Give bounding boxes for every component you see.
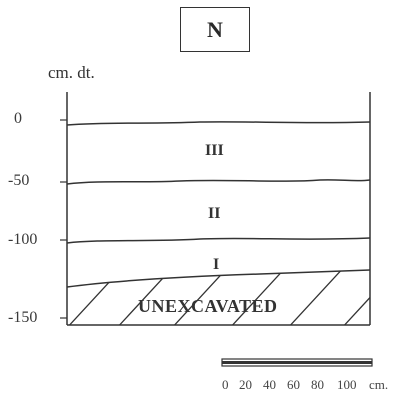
scale-label-100: 100 bbox=[337, 377, 357, 392]
unexcavated-label: UNEXCAVATED bbox=[138, 296, 278, 316]
boundary-ii-i bbox=[66, 237, 371, 244]
depth-label-100: -100 bbox=[8, 231, 38, 248]
scale-label-20: 20 bbox=[239, 377, 252, 392]
scale-label-0: 0 bbox=[222, 377, 229, 392]
depth-unit-label: cm. dt. bbox=[48, 63, 95, 82]
boundary-iii-ii bbox=[66, 179, 371, 185]
boundary-surface bbox=[66, 121, 371, 126]
layer-label-ii: II bbox=[208, 205, 221, 222]
boundary-i-unexcavated bbox=[66, 269, 371, 288]
depth-label-150: -150 bbox=[8, 309, 38, 326]
depth-label-50: -50 bbox=[8, 172, 30, 189]
scale-unit-label: cm. bbox=[369, 377, 389, 392]
layer-label-i: I bbox=[213, 256, 220, 273]
scale-label-80: 80 bbox=[311, 377, 324, 392]
scale-label-60: 60 bbox=[287, 377, 300, 392]
depth-label-0: 0 bbox=[14, 110, 22, 127]
scale-label-40: 40 bbox=[263, 377, 276, 392]
north-label: N bbox=[180, 7, 250, 52]
scale-bar bbox=[221, 358, 373, 367]
layer-label-iii: III bbox=[205, 142, 224, 159]
